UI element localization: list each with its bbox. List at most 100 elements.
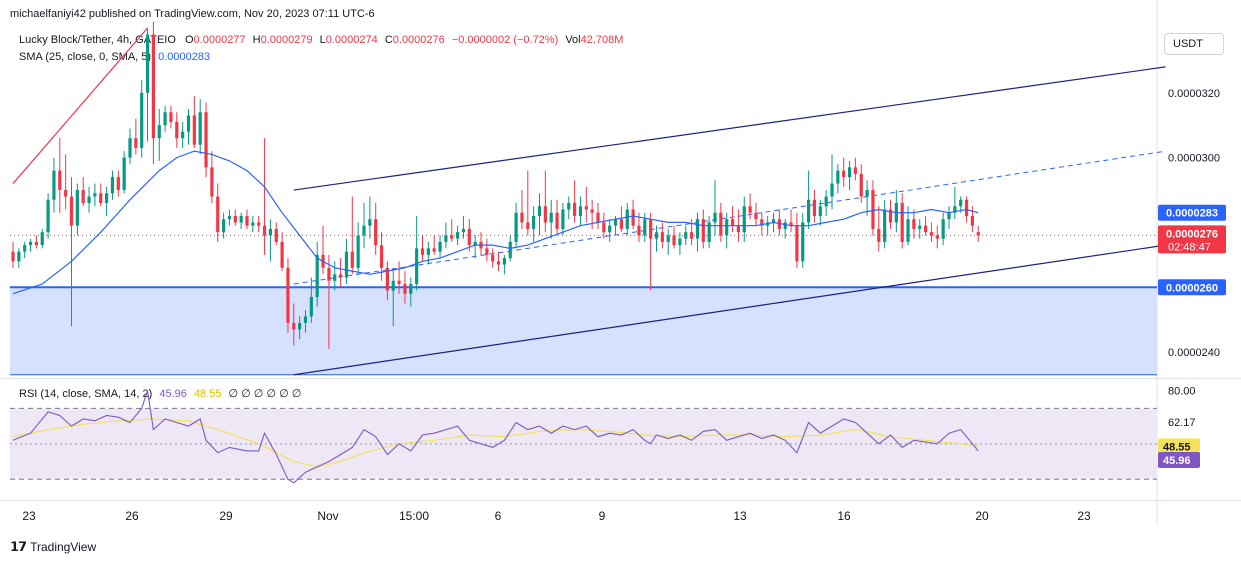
candle-body (672, 235, 676, 246)
candle-body (935, 235, 939, 239)
time-tick-label: 23 (1077, 509, 1091, 523)
rsi-tick-label: 62.17 (1168, 417, 1196, 429)
candle-body (637, 225, 641, 236)
tradingview-logo-icon: 𝟭𝟳 (10, 539, 27, 554)
candle-body (730, 219, 735, 226)
candle-body (502, 258, 506, 265)
candle-body (631, 209, 635, 226)
rsi-band (10, 408, 1157, 480)
candle-body (34, 241, 38, 246)
candle-body (233, 215, 237, 223)
high-value: 0.0000279 (260, 34, 313, 46)
countdown-label: 02:48:47 (1168, 241, 1211, 253)
candle-body (391, 280, 395, 291)
candle-body (812, 199, 817, 216)
candle-body (46, 199, 50, 233)
candle-body (801, 222, 805, 262)
candle-body (245, 215, 249, 226)
sma-legend[interactable]: SMA (25, close, 0, SMA, 5) 0.0000283 (19, 51, 210, 63)
candle-body (116, 177, 120, 191)
candle-body (514, 212, 518, 242)
candle-body (625, 209, 629, 229)
candle-body (678, 238, 682, 246)
candle-body (222, 219, 226, 233)
price-tick-label: 0.0000320 (1168, 88, 1220, 100)
tradingview-logo[interactable]: 𝟭𝟳 TradingView (10, 539, 96, 555)
candle-body (555, 212, 559, 229)
candle-body (87, 196, 91, 203)
candle-body (649, 219, 653, 239)
open-value: 0.0000277 (193, 34, 246, 46)
candle-body (947, 212, 951, 220)
candle-body (181, 131, 185, 139)
sma-line (12, 150, 979, 295)
candle-body (169, 112, 173, 122)
candle-body (64, 190, 68, 197)
channel-upper-line (293, 66, 1166, 191)
candle-body (362, 225, 366, 236)
candle-body (93, 193, 97, 197)
time-tick-label: 29 (219, 509, 233, 523)
volume-label: Vol (565, 34, 581, 46)
candle-body (590, 209, 594, 213)
price-tick-label: 0.0000300 (1168, 153, 1220, 165)
candle-body (865, 190, 869, 197)
candle-body (959, 199, 963, 207)
candle-body (192, 115, 196, 145)
candle-body (684, 232, 688, 239)
candle-body (690, 232, 694, 239)
rsi-sma-badge: 48.55 (1163, 441, 1191, 453)
candle-body (941, 219, 945, 239)
candle-body (888, 209, 893, 223)
candle-body (379, 245, 384, 268)
candle-body (695, 219, 700, 239)
candle-body (374, 219, 378, 246)
time-tick-label: 23 (22, 509, 36, 523)
last-price-badge: 0.0000276 (1166, 228, 1218, 240)
candle-body (613, 219, 618, 226)
support-zone (10, 287, 1157, 375)
time-tick-label: 6 (495, 509, 502, 523)
candle-body (748, 206, 752, 213)
candle-body (368, 219, 372, 226)
channel-mid-line (293, 150, 1166, 285)
candle-body (818, 206, 822, 216)
last-price-badge-bg (1158, 225, 1226, 254)
time-tick-label: 20 (975, 509, 989, 523)
candle-body (110, 177, 115, 194)
candle-body (356, 235, 360, 268)
volume-value: 42.708M (580, 34, 624, 46)
candle-body (836, 170, 840, 184)
candle-body (491, 254, 495, 262)
candle-body (953, 206, 957, 213)
change-value: −0.0000002 (−0.72%) (451, 34, 559, 46)
symbol-name[interactable]: Lucky Block/Tether, 4h, GATEIO (19, 34, 176, 46)
tradingview-logo-text: TradingView (30, 540, 97, 554)
sma-price-badge-bg (1158, 204, 1226, 221)
candle-body (473, 241, 477, 246)
candle-body (415, 248, 419, 285)
candle-body (456, 232, 460, 239)
candle-body (204, 112, 208, 168)
candle-body (128, 138, 132, 158)
candle-body (151, 34, 155, 139)
candle-body (432, 248, 436, 252)
rsi-legend[interactable]: RSI (14, close, SMA, 14, 2) 45.96 48.55 … (19, 387, 301, 400)
low-label: L (319, 34, 326, 46)
rsi-extra-values: ∅ ∅ ∅ ∅ ∅ ∅ (228, 388, 302, 400)
candle-body (81, 190, 85, 203)
candle-body (964, 199, 969, 216)
currency-button[interactable]: USDT (1164, 33, 1224, 55)
publisher-caption: michaelfaniyi42 published on TradingView… (10, 8, 375, 20)
candle-body (198, 112, 202, 145)
candle-body (140, 92, 144, 148)
candle-body (175, 121, 179, 139)
candle-body (163, 112, 167, 126)
candle-body (426, 248, 430, 255)
high-label: H (252, 34, 261, 46)
candle-body (227, 215, 232, 220)
candle-body (274, 228, 278, 242)
candle-body (210, 167, 214, 197)
candle-body (409, 284, 413, 294)
